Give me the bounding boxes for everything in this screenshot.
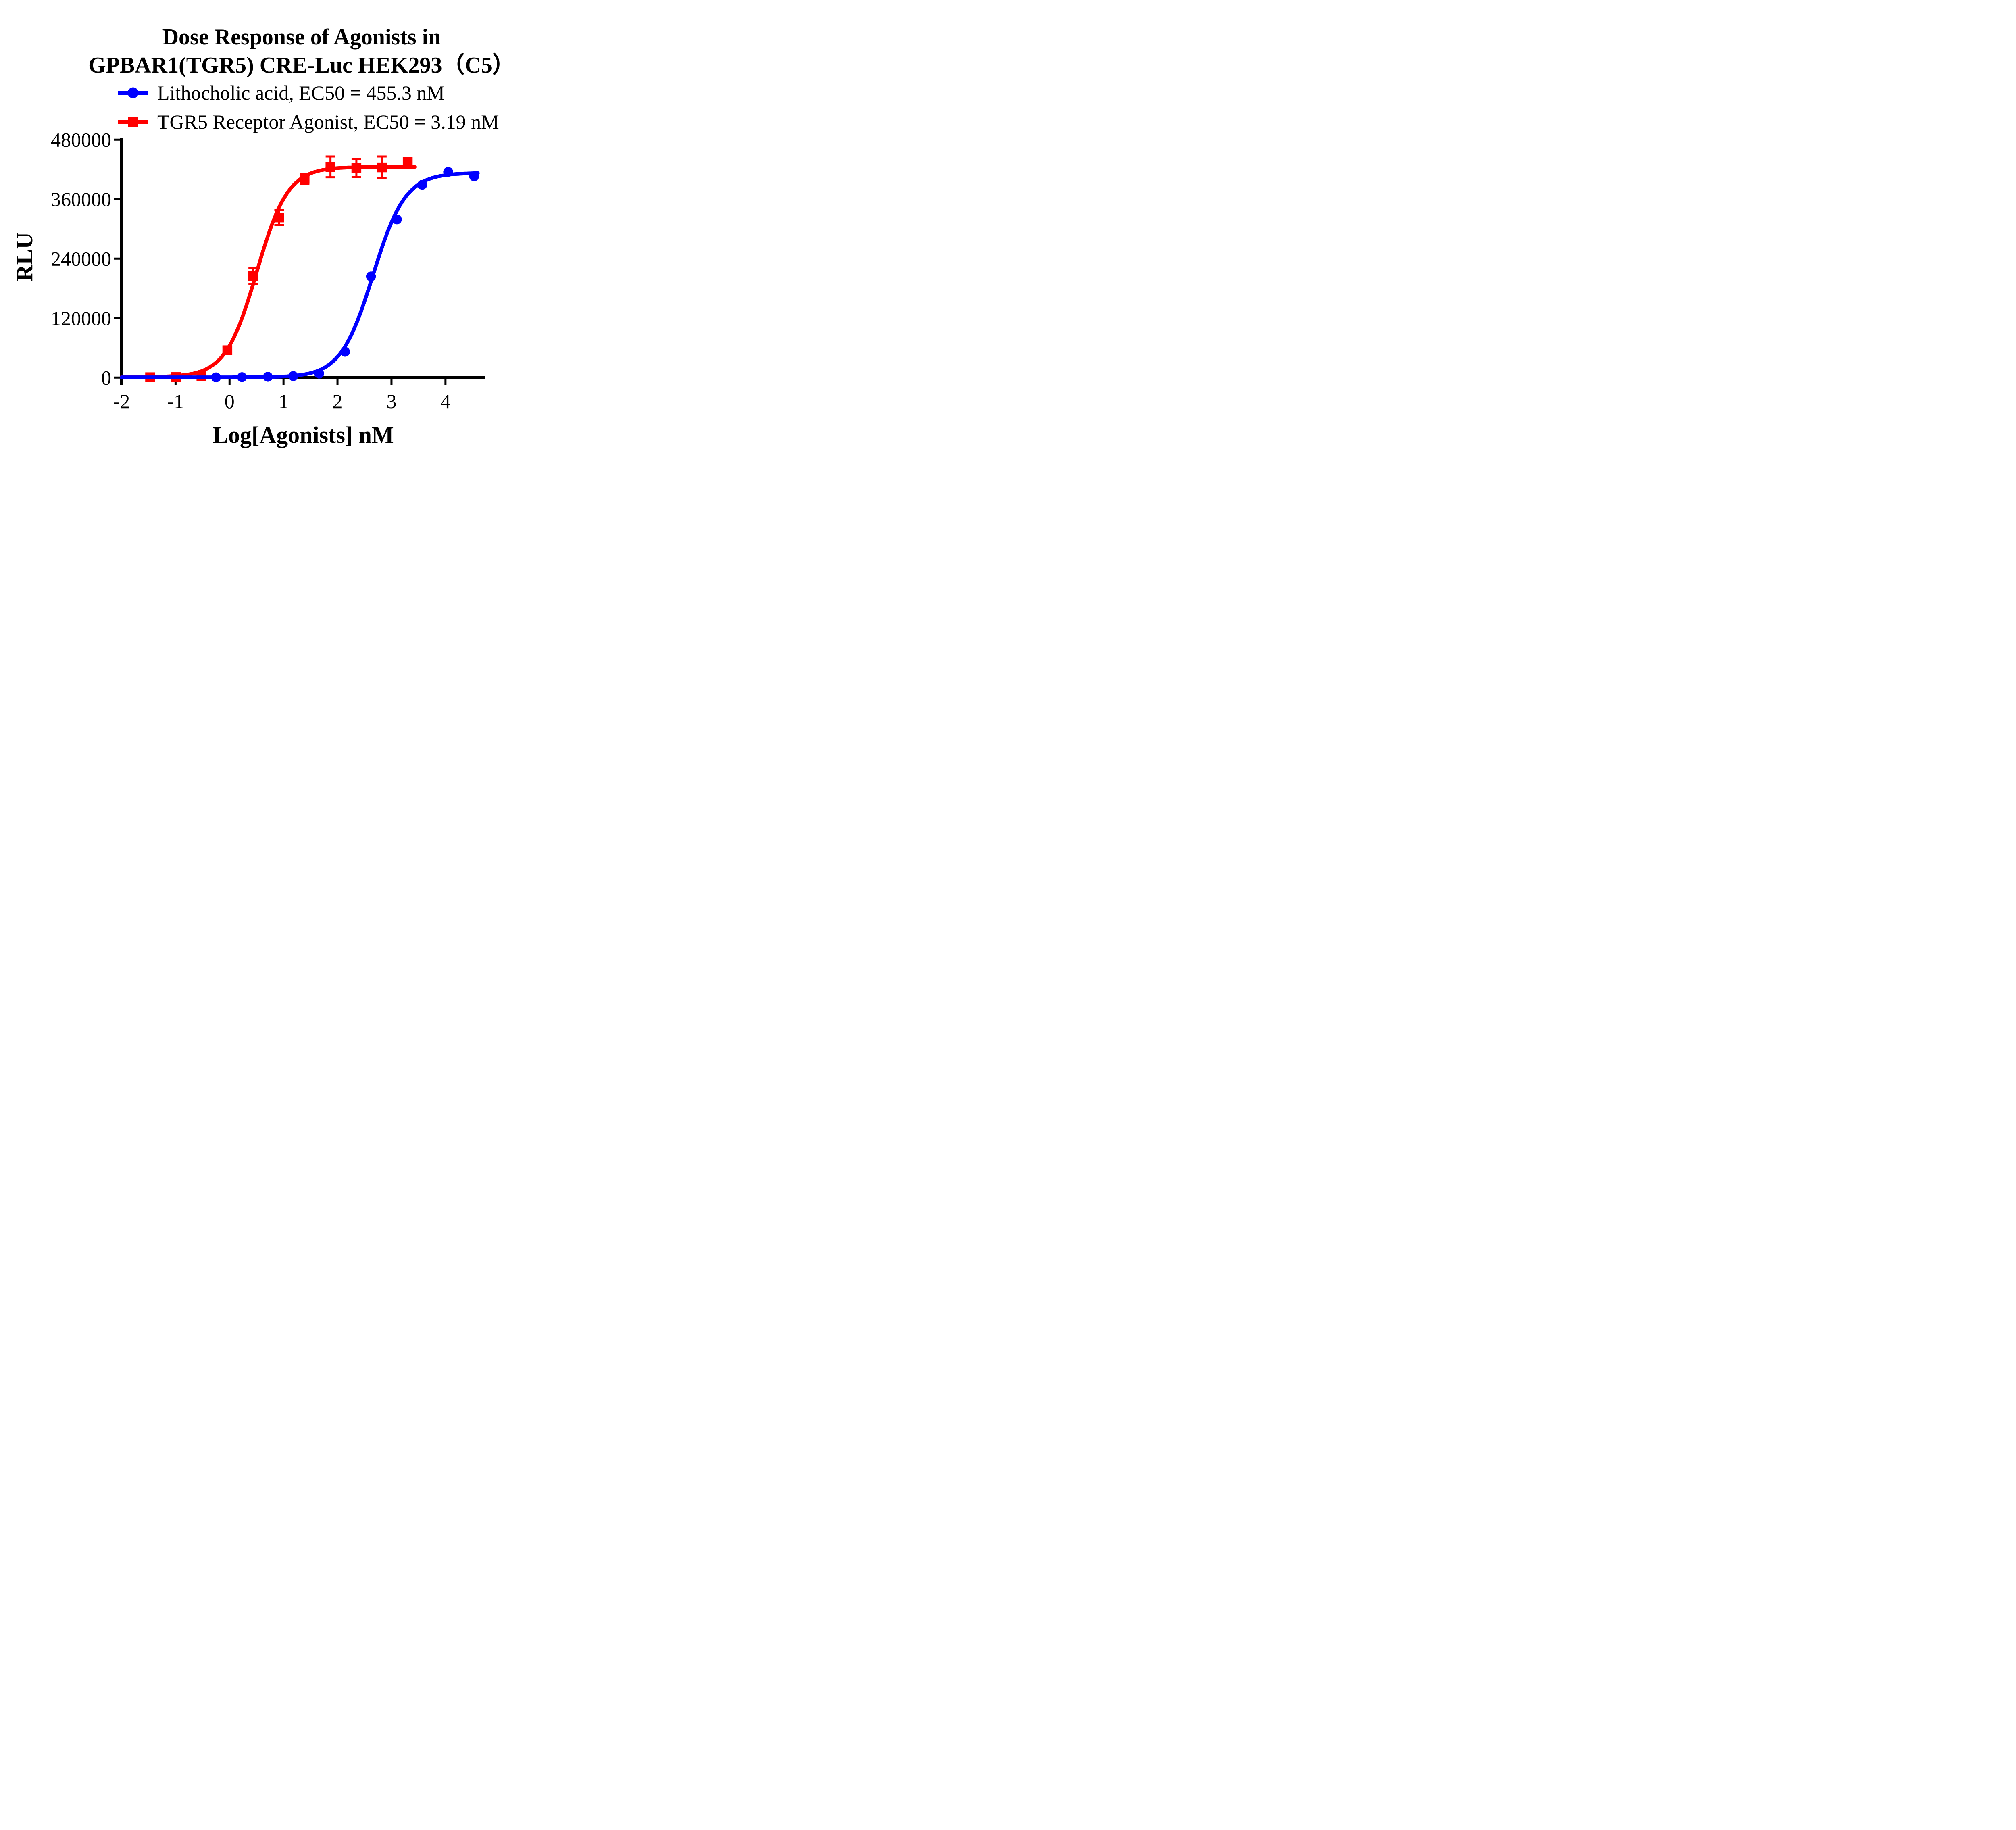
data-point-lithocholic-acid [288,371,298,381]
chart-title-line2: GPBAR1(TGR5) CRE-Luc HEK293（C5） [88,52,515,78]
data-point-lithocholic-acid [469,171,479,181]
y-axis-title: RLU [11,232,37,281]
legend: Lithocholic acid, EC50 = 455.3 nM TGR5 R… [118,81,499,133]
data-point-lithocholic-acid [237,372,247,382]
x-tick-label: 0 [225,390,235,413]
curve-lithocholic-acid [119,171,480,379]
x-tick-label: 3 [386,390,396,413]
data-point-lithocholic-acid [417,179,427,190]
dose-response-chart: Dose Response of Agonists in GPBAR1(TGR5… [11,25,515,448]
y-tick-label: 120000 [51,307,111,329]
x-tick-label: -1 [167,390,184,413]
y-tick-label: 0 [101,366,111,389]
data-point-lithocholic-acid [366,271,376,281]
y-tick-label: 480000 [51,128,111,151]
x-tick-label: 4 [440,390,450,413]
x-tick-label: -2 [113,390,130,413]
data-point-tgr5-receptor-agonist [325,162,335,172]
data-point-tgr5-receptor-agonist [300,174,310,184]
x-tick-label: 2 [333,390,343,413]
data-point-tgr5-receptor-agonist [351,163,362,173]
y-tick-label: 360000 [51,188,111,211]
data-point-lithocholic-acid [443,167,453,177]
plot-area: -2 -1 0 1 2 3 4 0 120000 240000 360000 480000 [51,128,485,413]
data-point-lithocholic-acid [211,372,221,383]
x-tick-label: 1 [279,390,289,413]
data-point-tgr5-receptor-agonist [377,162,387,173]
legend-label-tgr5: TGR5 Receptor Agonist, EC50 = 3.19 nM [157,110,499,133]
data-point-tgr5-receptor-agonist [274,213,284,223]
page-root: Dose Response of Agonists in GPBAR1(TGR5… [0,0,536,457]
data-point-tgr5-receptor-agonist [248,271,258,281]
legend-marker-square-icon [128,117,138,127]
data-point-lithocholic-acid [314,369,324,379]
x-axis-title: Log[Agonists] nM [212,422,394,448]
y-tick-label: 240000 [51,247,111,270]
legend-label-lithocholic: Lithocholic acid, EC50 = 455.3 nM [157,81,445,104]
data-point-tgr5-receptor-agonist [402,157,413,167]
chart-title-line1: Dose Response of Agonists in [162,25,441,50]
data-point-tgr5-receptor-agonist [222,345,233,355]
legend-item-tgr5: TGR5 Receptor Agonist, EC50 = 3.19 nM [118,110,499,133]
data-point-lithocholic-acid [392,214,402,225]
legend-item-lithocholic: Lithocholic acid, EC50 = 455.3 nM [118,81,445,104]
legend-marker-circle-icon [127,87,139,98]
data-point-lithocholic-acid [263,372,273,382]
data-point-lithocholic-acid [340,347,350,357]
